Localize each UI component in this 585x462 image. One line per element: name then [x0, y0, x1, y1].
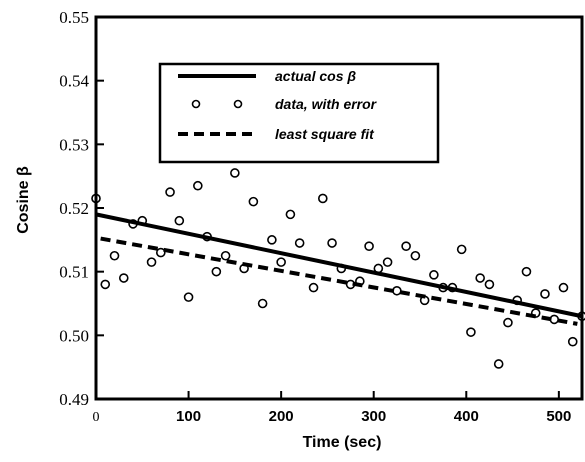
data-point — [294, 238, 305, 248]
data-point — [521, 266, 532, 277]
x-tick-label: 400 — [454, 408, 479, 425]
data-point — [211, 266, 222, 277]
data-point — [257, 298, 268, 309]
data-point — [438, 282, 448, 293]
least-square-fit-line — [100, 236, 578, 326]
x-axis-title: Time (sec) — [303, 434, 382, 451]
x-tick-label: 200 — [269, 408, 294, 425]
x-axis-ticks: 0 100 200 300 400 500 — [93, 391, 571, 425]
y-tick-label: 0.54 — [59, 72, 89, 91]
data-point — [466, 327, 476, 337]
y-tick-label: 0.51 — [59, 263, 89, 282]
x-tick-label: 300 — [361, 408, 386, 425]
data-point — [118, 273, 129, 283]
series-layer — [91, 168, 585, 369]
legend-swatch-data-marker-1 — [191, 99, 201, 109]
data-point — [317, 193, 328, 204]
data-point — [392, 285, 402, 296]
data-point — [577, 311, 585, 322]
data-point — [248, 196, 259, 207]
data-point — [530, 308, 541, 318]
legend-box — [158, 62, 440, 164]
data-point — [239, 263, 249, 274]
data-point — [183, 292, 194, 302]
data-point — [128, 219, 138, 229]
data-point — [364, 241, 374, 251]
data-point — [549, 314, 560, 325]
data-point — [373, 263, 384, 274]
y-tick-label: 0.53 — [59, 135, 89, 154]
data-point — [429, 270, 439, 280]
data-point — [540, 289, 550, 299]
data-point — [109, 250, 120, 261]
data-point — [137, 215, 148, 226]
y-axis-title: Cosine β — [15, 166, 32, 234]
legend-swatch-data-marker-2 — [233, 99, 243, 109]
legend-label-fit: least square fit — [275, 126, 375, 142]
data-point — [267, 235, 277, 245]
data-point — [401, 241, 411, 251]
legend: actual cos β data, with error least squa… — [158, 62, 440, 164]
data-point — [146, 257, 157, 267]
data-point — [447, 282, 458, 293]
y-tick-label: 0.50 — [59, 326, 89, 345]
data-point — [285, 209, 296, 220]
x-tick-label: 500 — [546, 408, 571, 425]
data-point — [276, 257, 286, 267]
y-tick-label: 0.55 — [59, 8, 89, 27]
data-point — [165, 187, 175, 197]
data-point — [567, 336, 578, 347]
data-point — [327, 238, 337, 248]
data-point — [382, 257, 393, 267]
legend-label-actual: actual cos β — [275, 68, 356, 84]
data-point — [410, 250, 421, 261]
legend-label-data: data, with error — [275, 96, 378, 112]
x-tick-label: 100 — [176, 408, 201, 425]
data-point — [484, 279, 495, 290]
y-tick-label: 0.52 — [59, 199, 89, 218]
data-point — [220, 250, 231, 261]
data-point — [91, 193, 101, 204]
data-point — [174, 215, 185, 226]
data-point — [493, 359, 504, 369]
data-point — [202, 231, 212, 242]
data-point — [475, 273, 485, 283]
data-point — [230, 168, 240, 178]
x-tick-label: 0 — [93, 410, 100, 425]
data-point — [419, 295, 430, 306]
data-point — [308, 282, 319, 293]
data-point — [558, 282, 569, 293]
data-point — [512, 295, 523, 306]
data-point — [193, 180, 203, 191]
data-point — [345, 279, 356, 290]
data-point — [503, 317, 513, 328]
y-axis-ticks: 0.49 0.50 0.51 0.52 0.53 0.54 0.55 — [59, 8, 104, 409]
data-point — [336, 263, 347, 274]
y-tick-label: 0.49 — [59, 390, 89, 409]
data-point — [355, 276, 365, 287]
data-point — [156, 247, 166, 258]
data-point — [456, 244, 467, 255]
data-point — [100, 279, 111, 290]
